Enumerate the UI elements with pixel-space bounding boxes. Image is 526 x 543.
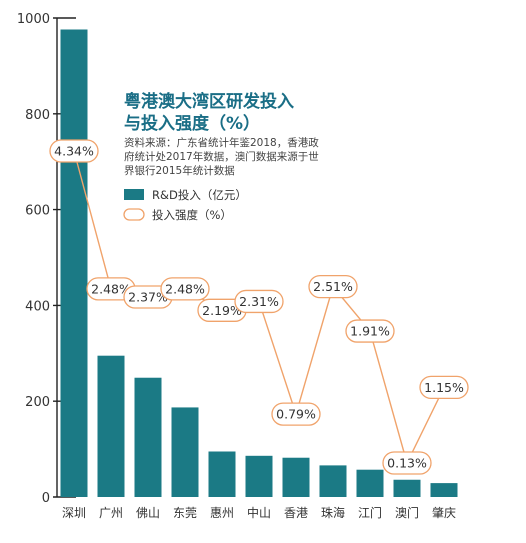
rate-data-label: 1.15% bbox=[424, 380, 464, 395]
rate-point: 2.48% bbox=[160, 277, 210, 301]
x-tick-label: 香港 bbox=[284, 506, 308, 520]
x-tick-label: 江门 bbox=[358, 505, 382, 520]
x-tick-label: 深圳 bbox=[62, 506, 86, 520]
y-tick-label: 600 bbox=[25, 204, 50, 219]
rate-marker bbox=[382, 451, 432, 475]
bar bbox=[60, 29, 88, 497]
x-tick-label: 澳门 bbox=[395, 505, 419, 520]
y-tick-label: 400 bbox=[25, 299, 50, 314]
bar-series bbox=[60, 29, 458, 497]
rate-marker bbox=[345, 319, 395, 343]
rate-data-label: 0.79% bbox=[276, 407, 316, 422]
rate-marker bbox=[419, 375, 469, 400]
legend-rate-label: 投入强度（%） bbox=[152, 208, 232, 222]
rate-data-label: 4.34% bbox=[54, 144, 94, 159]
rate-data-label: 1.91% bbox=[350, 324, 390, 339]
rate-data-label: 2.31% bbox=[239, 294, 279, 309]
x-tick-label: 中山 bbox=[247, 505, 271, 520]
rate-marker bbox=[271, 402, 321, 426]
x-tick-label: 广州 bbox=[99, 506, 123, 520]
bar bbox=[393, 479, 421, 497]
y-tick-label: 200 bbox=[25, 395, 50, 410]
rate-point: 0.13% bbox=[382, 451, 432, 475]
bar bbox=[319, 465, 347, 497]
bar bbox=[356, 469, 384, 497]
rate-point: 2.19% bbox=[197, 298, 247, 322]
legend: R&D投入（亿元） 投入强度（%） bbox=[123, 188, 247, 222]
y-tick-label: 800 bbox=[25, 108, 50, 123]
x-tick-label: 珠海 bbox=[321, 505, 345, 520]
bar bbox=[208, 451, 236, 497]
x-tick-label: 佛山 bbox=[136, 506, 160, 520]
rate-point: 2.51% bbox=[308, 274, 358, 299]
rate-point: 2.37% bbox=[123, 285, 173, 309]
rate-point: 0.79% bbox=[271, 402, 321, 426]
bar bbox=[171, 407, 199, 497]
source-note: 资料来源：广东省统计年鉴2018，香港政 府统计处2017年数据，澳门数据来源于… bbox=[124, 136, 319, 177]
rate-point: 1.91% bbox=[345, 319, 395, 343]
chart-title: 粤港澳大湾区研发投入 与投入强度（%） bbox=[124, 91, 294, 134]
rate-marker bbox=[49, 139, 99, 163]
x-tick-label: 东莞 bbox=[173, 506, 197, 520]
rate-data-label: 2.48% bbox=[165, 281, 205, 296]
source-line-2: 府统计处2017年数据，澳门数据来源于世 bbox=[124, 150, 319, 163]
rate-data-label: 0.13% bbox=[387, 456, 427, 471]
rate-data-label: 2.37% bbox=[128, 289, 168, 304]
y-tick-label: 1000 bbox=[17, 12, 50, 27]
rate-marker bbox=[234, 289, 284, 314]
rate-marker bbox=[160, 277, 210, 301]
x-axis-labels: 深圳 广州 佛山 东莞 惠州 中山 香港 珠海 江门 澳门 肇庆 bbox=[62, 505, 456, 520]
chart-title-line-1: 粤港澳大湾区研发投入 bbox=[124, 91, 294, 112]
legend-bar-label: R&D投入（亿元） bbox=[152, 188, 247, 202]
source-line-3: 界银行2015年统计数据 bbox=[124, 164, 235, 177]
rate-point: 1.15% bbox=[419, 375, 469, 400]
bar bbox=[134, 377, 162, 497]
bar bbox=[97, 355, 125, 497]
source-line-1: 资料来源：广东省统计年鉴2018，香港政 bbox=[124, 136, 319, 149]
rate-data-label: 2.51% bbox=[313, 279, 353, 294]
rate-point: 2.31% bbox=[234, 289, 284, 314]
legend-bar-swatch bbox=[124, 189, 144, 200]
rate-data-label: 2.48% bbox=[91, 281, 131, 296]
x-tick-label: 肇庆 bbox=[432, 505, 456, 520]
legend-rate-swatch bbox=[123, 208, 145, 221]
rate-marker bbox=[308, 274, 358, 299]
bar bbox=[282, 457, 310, 497]
rate-data-label: 2.19% bbox=[202, 303, 242, 318]
x-tick-label: 惠州 bbox=[210, 506, 234, 520]
rate-point: 2.48% bbox=[86, 277, 136, 301]
y-tick-label: 0 bbox=[42, 491, 50, 506]
bar bbox=[430, 483, 458, 497]
rate-series: 4.34% 2.48%2.37%2.48% 2.19%2.31% 0.79% 2.51%… bbox=[49, 139, 469, 475]
bar bbox=[245, 455, 273, 497]
chart-title-line-2: 与投入强度（%） bbox=[124, 113, 260, 134]
rate-point: 4.34% bbox=[49, 139, 99, 163]
